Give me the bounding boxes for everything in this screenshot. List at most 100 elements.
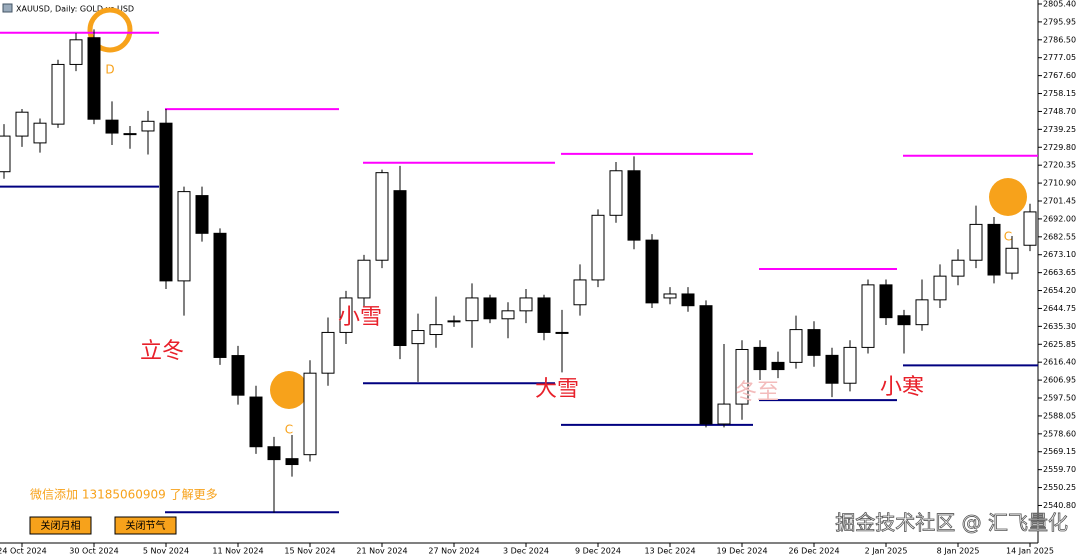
y-tick-label: 2588.05	[1043, 411, 1076, 420]
x-tick-label: 11 Nov 2024	[212, 547, 263, 556]
candle-body	[537, 297, 551, 333]
candle-body	[51, 63, 65, 125]
y-tick-label: 2635.30	[1043, 322, 1076, 331]
candle-body	[213, 232, 227, 358]
chart-title: XAUUSD, Daily: GOLD vs USD	[16, 5, 134, 14]
candle-body	[915, 299, 929, 326]
candle-body	[195, 195, 209, 234]
moon-dot	[270, 371, 308, 409]
x-tick-label: 19 Dec 2024	[716, 547, 767, 556]
candle-body	[375, 172, 389, 261]
y-tick-label: 2644.75	[1043, 304, 1076, 313]
x-tick-label: 8 Jan 2025	[937, 547, 980, 556]
y-tick-label: 2748.70	[1043, 107, 1076, 116]
y-tick-label: 2569.15	[1043, 447, 1076, 456]
candle-body	[267, 446, 281, 461]
y-tick-label: 2795.95	[1043, 17, 1076, 26]
candle-body	[159, 122, 173, 282]
x-tick-label: 21 Nov 2024	[356, 547, 407, 556]
candle-body	[1005, 247, 1019, 274]
x-tick-label: 27 Nov 2024	[428, 547, 479, 556]
y-tick-label: 2805.40	[1043, 0, 1076, 8]
moon-dot	[989, 178, 1027, 216]
y-tick-label: 2616.40	[1043, 358, 1076, 367]
solar-term: 立冬	[140, 339, 184, 364]
candle-body	[33, 122, 47, 144]
candle-body	[231, 355, 245, 396]
y-tick-label: 2597.50	[1043, 394, 1076, 403]
solar-term: 冬至	[735, 380, 779, 405]
candle-body	[735, 348, 749, 405]
button-label[interactable]: 关闭月相	[41, 519, 81, 532]
candle-body	[357, 259, 371, 299]
x-tick-label: 13 Dec 2024	[644, 547, 695, 556]
x-tick-label: 15 Nov 2024	[284, 547, 335, 556]
candle-body	[825, 354, 839, 384]
watermark: 掘金技术社区 @ 汇飞量化	[835, 511, 1068, 535]
candle-body	[897, 315, 911, 326]
candle-body	[141, 120, 155, 132]
x-tick-label: 26 Dec 2024	[788, 547, 839, 556]
x-tick-label: 2 Jan 2025	[865, 547, 908, 556]
candle-body	[951, 259, 965, 277]
candle-body	[807, 329, 821, 356]
y-tick-label: 2767.60	[1043, 71, 1076, 80]
x-tick-label: 14 Jan 2025	[1006, 547, 1054, 556]
solar-term: 小雪	[338, 305, 382, 330]
contact-text: 微信添加 13185060909 了解更多	[30, 488, 218, 502]
candle-body	[429, 324, 443, 336]
candle-body	[843, 346, 857, 384]
candle-body	[753, 346, 767, 371]
candle-body	[1023, 211, 1037, 246]
candle-body	[987, 223, 1001, 276]
candle-body	[339, 297, 353, 333]
x-tick-label: 9 Dec 2024	[575, 547, 621, 556]
symbol-icon	[2, 3, 13, 13]
y-tick-label: 2710.90	[1043, 179, 1076, 188]
y-tick-label: 2673.10	[1043, 250, 1076, 259]
candle-body	[573, 279, 587, 306]
candle-body	[609, 170, 623, 216]
candle-body	[591, 214, 605, 281]
y-tick-label: 2663.65	[1043, 268, 1076, 277]
candle-body	[645, 239, 659, 304]
y-tick-label: 2559.70	[1043, 465, 1076, 474]
candle-body	[393, 190, 407, 347]
candle-body	[15, 111, 29, 137]
candle-body	[303, 372, 317, 456]
candle-body	[555, 331, 569, 334]
x-tick-label: 5 Nov 2024	[143, 547, 189, 556]
candle-body	[789, 329, 803, 363]
candle-body	[105, 119, 119, 134]
y-tick-label: 2625.85	[1043, 340, 1076, 349]
button[interactable]	[29, 516, 92, 535]
y-tick-label: 2550.25	[1043, 483, 1076, 492]
y-tick-label: 2578.60	[1043, 429, 1076, 438]
candle-body	[249, 396, 263, 448]
candle-body	[87, 37, 101, 120]
y-tick-label: 2777.05	[1043, 53, 1076, 62]
candle-body	[663, 293, 677, 299]
candle-body	[483, 297, 497, 320]
y-tick-label: 2654.20	[1043, 286, 1076, 295]
y-tick-label: 2729.80	[1043, 143, 1076, 152]
moon-ring	[87, 7, 133, 53]
solar-term: 小寒	[880, 375, 924, 400]
candle-body	[285, 458, 299, 466]
candle-body	[699, 305, 713, 425]
candle-body	[447, 320, 461, 323]
y-tick-label: 2758.15	[1043, 89, 1076, 98]
y-tick-label: 2692.00	[1043, 214, 1076, 223]
x-tick-label: 30 Oct 2024	[69, 547, 118, 556]
y-tick-label: 2682.55	[1043, 232, 1076, 241]
solar-term: 大雪	[535, 377, 579, 402]
y-tick-label: 2701.45	[1043, 196, 1076, 205]
button[interactable]	[114, 516, 177, 535]
candle-body	[465, 297, 479, 322]
candle-body	[879, 284, 893, 319]
candle-body	[411, 330, 425, 345]
button-label[interactable]: 关闭节气	[126, 519, 166, 532]
candle-body	[0, 135, 11, 173]
candle-body	[501, 310, 515, 320]
